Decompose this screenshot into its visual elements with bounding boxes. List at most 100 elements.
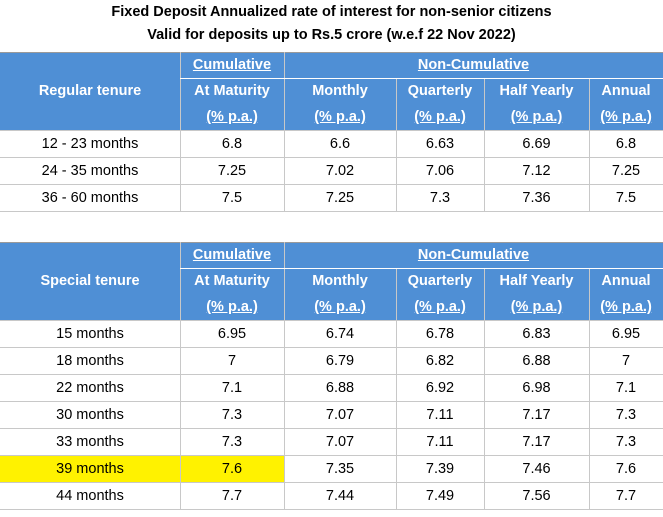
rate-cell-text: 7.17 [522, 406, 551, 423]
pa-unit-label: (% p.a.) [396, 294, 484, 320]
rate-cell: 6.95 [180, 320, 284, 347]
rate-cell: 7.3 [589, 428, 663, 455]
rate-cell: 7.5 [589, 184, 663, 211]
table-top-border [0, 52, 663, 53]
rate-cell: 7.5 [180, 184, 284, 211]
rate-cell: 6.98 [484, 374, 589, 401]
at-maturity-header-text: At Maturity [194, 273, 270, 289]
rate-cell-text: 7.3 [615, 406, 637, 423]
tenure-header-text: Regular tenure [38, 83, 142, 99]
rate-cell: 7.36 [484, 184, 589, 211]
tenure-cell: 33 months [0, 428, 180, 455]
rate-cell-text: 7.3 [221, 433, 243, 450]
pa-unit-label: (% p.a.) [589, 294, 663, 320]
tenure-cell: 18 months [0, 347, 180, 374]
column-divider [180, 242, 181, 509]
rate-cell-text: 6.82 [425, 352, 455, 369]
rate-cell-text: 7.07 [325, 433, 355, 450]
pa-unit-label-text: (% p.a.) [314, 299, 366, 315]
rate-cell-text: 7.3 [615, 433, 637, 450]
pa-unit-label: (% p.a.) [284, 294, 396, 320]
non-cumulative-header: Non-Cumulative [284, 52, 663, 78]
annual-header-text: Annual [601, 83, 651, 99]
rate-cell: 6.82 [396, 347, 484, 374]
rate-cell-text: 7.11 [426, 406, 454, 423]
rate-cell: 7.1 [180, 374, 284, 401]
rate-cell: 7 [589, 347, 663, 374]
rate-cell-text: 6.83 [522, 325, 551, 342]
at-maturity-header: At Maturity [180, 78, 284, 104]
quarterly-header: Quarterly [396, 268, 484, 294]
annual-header-text: Annual [601, 273, 651, 289]
rate-cell-text: 6.8 [615, 135, 637, 152]
rate-cell: 7.7 [589, 482, 663, 509]
monthly-header: Monthly [284, 78, 396, 104]
rate-cell: 7.56 [484, 482, 589, 509]
row-divider [0, 211, 663, 212]
rate-cell: 6.69 [484, 130, 589, 157]
rate-cell-text: 7.07 [325, 406, 355, 423]
rate-cell-text: 7.49 [425, 487, 455, 504]
rate-cell: 6.88 [284, 374, 396, 401]
rate-cell: 7.3 [589, 401, 663, 428]
pa-unit-label-text: (% p.a.) [414, 299, 466, 315]
column-divider [284, 242, 285, 509]
rate-cell: 6.88 [484, 347, 589, 374]
tenure-cell: 36 - 60 months [0, 184, 180, 211]
tenure-cell-text: 44 months [56, 487, 124, 504]
rate-cell-text: 7.3 [429, 189, 451, 206]
rate-cell: 7.11 [396, 428, 484, 455]
column-divider [589, 78, 590, 211]
at-maturity-header-text: At Maturity [194, 83, 270, 99]
rate-cell-text: 7.7 [221, 487, 243, 504]
rate-cell-text: 7.35 [325, 460, 355, 477]
tenure-cell: 39 months [0, 455, 180, 482]
rate-cell: 7.46 [484, 455, 589, 482]
rate-cell-text: 6.88 [325, 379, 355, 396]
monthly-header-text: Monthly [312, 273, 368, 289]
row-divider [0, 455, 663, 456]
pa-unit-label-text: (% p.a.) [206, 109, 258, 125]
rate-cell: 7.11 [396, 401, 484, 428]
half-yearly-header: Half Yearly [484, 78, 589, 104]
tenure-cell-text: 15 months [56, 325, 124, 342]
rate-cell: 7.12 [484, 157, 589, 184]
rate-cell: 7.25 [284, 184, 396, 211]
rate-cell-text: 6.95 [217, 325, 247, 342]
rate-cell-text: 7.1 [615, 379, 637, 396]
column-divider [396, 78, 397, 211]
rate-cell: 6.95 [589, 320, 663, 347]
tenure-cell-text: 12 - 23 months [41, 135, 139, 152]
rate-cell-text: 7.5 [615, 189, 637, 206]
rate-cell: 6.8 [180, 130, 284, 157]
row-divider [0, 374, 663, 375]
non-cumulative-header-text: Non-Cumulative [417, 57, 530, 73]
tenure-cell: 12 - 23 months [0, 130, 180, 157]
rate-cell-text: 7.25 [325, 189, 355, 206]
pa-unit-label: (% p.a.) [180, 104, 284, 130]
rate-cell: 7.6 [589, 455, 663, 482]
rate-cell-text: 6.98 [522, 379, 551, 396]
rate-cell-text: 6.63 [425, 135, 455, 152]
half-yearly-header: Half Yearly [484, 268, 589, 294]
cumulative-header: Cumulative [180, 242, 284, 268]
rate-cell-text: 7.12 [522, 162, 551, 179]
tenure-cell: 22 months [0, 374, 180, 401]
half-yearly-header-text: Half Yearly [499, 273, 574, 289]
rate-cell: 7.25 [180, 157, 284, 184]
rate-cell-text: 7.44 [325, 487, 355, 504]
table-top-border [0, 242, 663, 243]
pa-unit-label-text: (% p.a.) [600, 109, 652, 125]
tenure-cell: 15 months [0, 320, 180, 347]
header-divider [180, 268, 663, 269]
column-divider [484, 78, 485, 211]
tenure-cell-text: 33 months [56, 433, 124, 450]
rate-cell-text: 7.17 [522, 433, 551, 450]
row-divider [0, 401, 663, 402]
rate-cell: 6.6 [284, 130, 396, 157]
row-divider [0, 320, 663, 321]
rate-cell: 7.49 [396, 482, 484, 509]
rate-cell-text: 7 [621, 352, 631, 369]
non-cumulative-header-text: Non-Cumulative [417, 247, 530, 263]
